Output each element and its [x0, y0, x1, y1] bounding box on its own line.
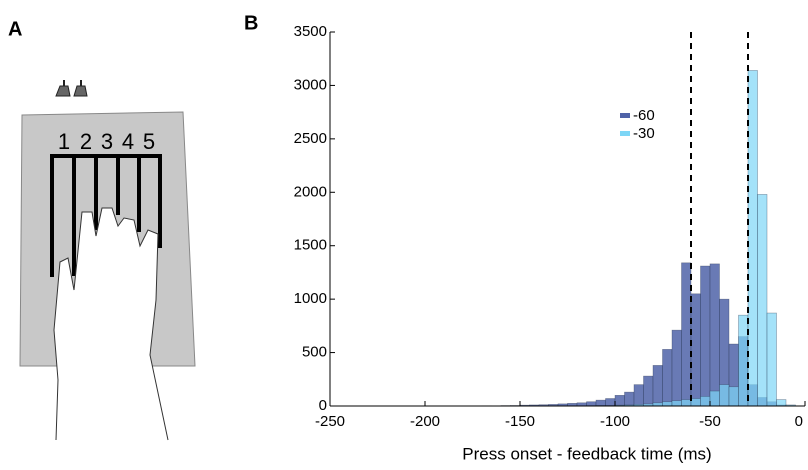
- bar: [700, 396, 711, 407]
- panel-label: A: [8, 18, 22, 40]
- bar: [690, 293, 701, 407]
- key-number: 3: [101, 129, 113, 154]
- bar: [671, 329, 682, 407]
- bar: [605, 398, 616, 407]
- bar: [757, 194, 768, 407]
- bar: [700, 265, 711, 407]
- key-number: 5: [143, 129, 155, 154]
- y-tick-label: 2500: [294, 130, 327, 147]
- bar: [728, 386, 739, 407]
- y-tick-label: 500: [302, 344, 327, 361]
- bar: [614, 395, 625, 407]
- y-tick-label: 3000: [294, 76, 327, 93]
- y-tick-label: 1500: [294, 237, 327, 254]
- legend-label: -30: [633, 125, 655, 142]
- x-tick-label: -50: [699, 413, 721, 430]
- legend-swatch: [620, 131, 630, 136]
- key-number: 1: [58, 129, 70, 154]
- bar: [681, 399, 692, 407]
- bar: [709, 263, 720, 407]
- bar: [776, 399, 787, 407]
- bar: [719, 384, 730, 407]
- keyboard-illustration: [19, 80, 196, 441]
- x-tick-label: -150: [505, 413, 535, 430]
- y-tick-label: 3500: [294, 23, 327, 40]
- x-axis-label: Press onset - feedback time (ms): [462, 444, 711, 463]
- bar: [709, 390, 720, 407]
- panel-label: B: [244, 12, 258, 34]
- bar: [662, 349, 673, 407]
- key-number: 2: [80, 129, 92, 154]
- x-tick-label: 0: [795, 413, 803, 430]
- bar: [586, 401, 597, 407]
- x-tick-label: -250: [315, 413, 345, 430]
- legend-label: -60: [633, 107, 655, 124]
- bar: [643, 375, 654, 407]
- x-tick-label: -100: [600, 413, 630, 430]
- bar: [595, 399, 606, 407]
- bar: [681, 262, 692, 407]
- bar: [662, 401, 673, 407]
- key-number: 4: [122, 129, 134, 154]
- bar: [747, 70, 758, 407]
- y-tick-label: 0: [319, 397, 327, 414]
- y-tick-label: 1000: [294, 290, 327, 307]
- bar: [671, 400, 682, 407]
- x-tick-label: -200: [410, 413, 440, 430]
- bar: [633, 384, 644, 407]
- bar: [624, 391, 635, 407]
- bar: [652, 365, 663, 407]
- y-tick-label: 2000: [294, 183, 327, 200]
- bar: [738, 314, 749, 407]
- bar: [766, 312, 777, 407]
- legend-swatch: [620, 113, 630, 118]
- bar: [690, 398, 701, 407]
